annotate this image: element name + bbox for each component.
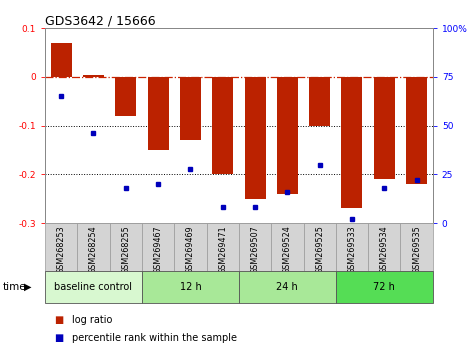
- Bar: [207, 223, 239, 271]
- Text: GSM269467: GSM269467: [154, 225, 163, 274]
- Bar: [374, 77, 395, 179]
- Text: log ratio: log ratio: [72, 315, 113, 325]
- Text: GSM268253: GSM268253: [57, 225, 66, 274]
- Text: GSM269525: GSM269525: [315, 225, 324, 274]
- Bar: [110, 223, 142, 271]
- Text: ▶: ▶: [24, 282, 31, 292]
- Text: GSM269524: GSM269524: [283, 225, 292, 274]
- Bar: [239, 271, 336, 303]
- Bar: [77, 223, 110, 271]
- Bar: [45, 223, 77, 271]
- Text: GSM269507: GSM269507: [251, 225, 260, 274]
- Text: percentile rank within the sample: percentile rank within the sample: [72, 333, 237, 343]
- Bar: [142, 223, 174, 271]
- Text: GSM269469: GSM269469: [186, 225, 195, 274]
- Bar: [180, 77, 201, 140]
- Bar: [51, 43, 71, 77]
- Bar: [83, 75, 104, 77]
- Text: GSM269533: GSM269533: [348, 225, 357, 274]
- Bar: [148, 77, 168, 150]
- Text: time: time: [2, 282, 26, 292]
- Text: baseline control: baseline control: [54, 282, 132, 292]
- Text: ■: ■: [54, 315, 64, 325]
- Bar: [304, 223, 336, 271]
- Bar: [239, 223, 271, 271]
- Text: ■: ■: [54, 333, 64, 343]
- Bar: [142, 271, 239, 303]
- Text: GSM269534: GSM269534: [380, 225, 389, 274]
- Bar: [406, 77, 427, 184]
- Bar: [115, 77, 136, 116]
- Bar: [336, 271, 433, 303]
- Text: 12 h: 12 h: [180, 282, 201, 292]
- Bar: [342, 77, 362, 209]
- Bar: [368, 223, 401, 271]
- Text: GDS3642 / 15666: GDS3642 / 15666: [45, 14, 156, 27]
- Bar: [271, 223, 304, 271]
- Bar: [309, 77, 330, 126]
- Bar: [336, 223, 368, 271]
- Bar: [245, 77, 265, 199]
- Text: GSM268255: GSM268255: [121, 225, 130, 274]
- Text: 72 h: 72 h: [373, 282, 395, 292]
- Bar: [174, 223, 207, 271]
- Bar: [212, 77, 233, 175]
- Text: GSM268254: GSM268254: [89, 225, 98, 274]
- Text: 24 h: 24 h: [277, 282, 298, 292]
- Bar: [401, 223, 433, 271]
- Text: GSM269535: GSM269535: [412, 225, 421, 274]
- Bar: [45, 271, 142, 303]
- Text: GSM269471: GSM269471: [218, 225, 227, 274]
- Bar: [277, 77, 298, 194]
